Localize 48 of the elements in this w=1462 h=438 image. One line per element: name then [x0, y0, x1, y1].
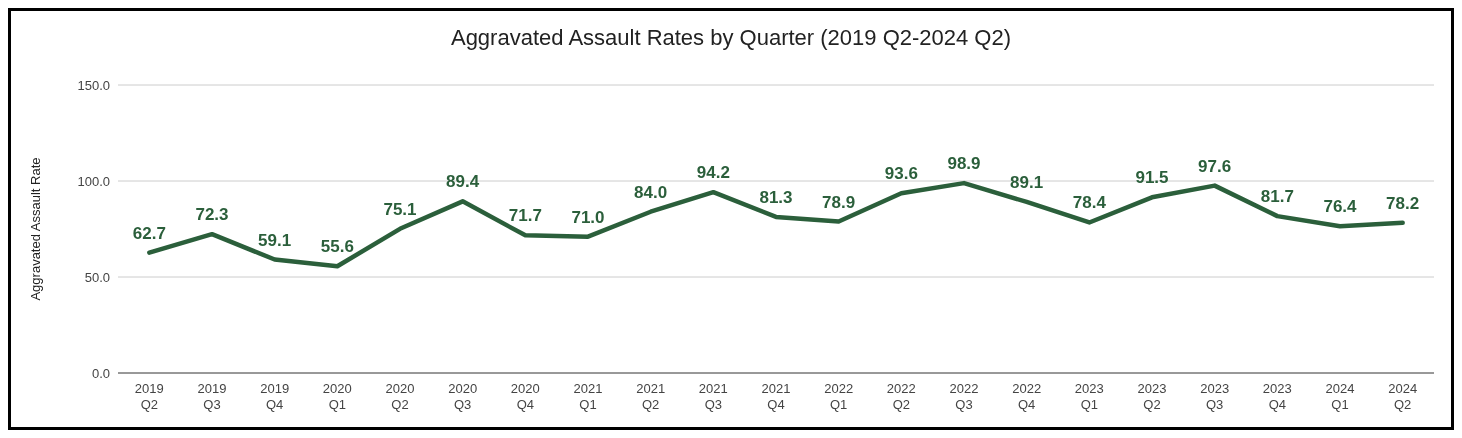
- data-label: 59.1: [258, 230, 292, 250]
- data-label: 81.7: [1260, 187, 1294, 207]
- x-tick-label: 2023 Q3: [1200, 381, 1230, 412]
- y-axis-title: Aggravated Assault Rate: [28, 157, 43, 301]
- x-tick-label: 2021 Q2: [636, 381, 666, 412]
- data-label: 81.3: [759, 187, 793, 207]
- data-label: 93.6: [884, 164, 918, 184]
- data-label: 98.9: [947, 154, 981, 174]
- x-tick-label: 2021 Q3: [698, 381, 728, 412]
- x-tick-label: 2020 Q2: [385, 381, 415, 412]
- data-label: 91.5: [1135, 168, 1169, 188]
- x-tick-label: 2023 Q1: [1074, 381, 1104, 412]
- y-tick-label: 0.0: [91, 366, 110, 381]
- x-tick-label: 2021 Q1: [573, 381, 603, 412]
- data-label: 75.1: [383, 199, 417, 219]
- data-label: 71.7: [508, 206, 542, 226]
- x-tick-label: 2022 Q2: [886, 381, 916, 412]
- x-tick-label: 2020 Q1: [322, 381, 352, 412]
- data-label: 62.7: [132, 223, 166, 243]
- data-label: 89.4: [446, 172, 480, 192]
- x-tick-label: 2022 Q3: [949, 381, 979, 412]
- data-label: 94.2: [696, 163, 730, 183]
- x-tick-label: 2019 Q3: [197, 381, 227, 412]
- chart-title: Aggravated Assault Rates by Quarter (2019 Q2-2024 Q2): [450, 25, 1012, 50]
- y-tick-label: 50.0: [84, 270, 110, 285]
- x-tick-label: 2020 Q3: [448, 381, 478, 412]
- data-label: 78.2: [1386, 193, 1420, 213]
- data-label: 97.6: [1198, 156, 1232, 176]
- y-tick-label: 100.0: [77, 174, 110, 189]
- data-label: 78.4: [1072, 193, 1107, 213]
- x-tick-label: 2022 Q4: [1012, 381, 1042, 412]
- x-tick-label: 2024 Q2: [1388, 381, 1418, 412]
- x-tick-label: 2024 Q1: [1325, 381, 1355, 412]
- x-tick-label: 2019 Q4: [260, 381, 290, 412]
- x-tick-label: 2021 Q4: [761, 381, 791, 412]
- x-tick-label: 2023 Q2: [1137, 381, 1167, 412]
- data-label: 78.9: [822, 192, 856, 212]
- x-tick-label: 2019 Q2: [134, 381, 164, 412]
- data-label: 71.0: [571, 207, 605, 227]
- x-tick-label: 2020 Q4: [510, 381, 540, 412]
- data-label: 72.3: [195, 205, 229, 225]
- data-label: 55.6: [320, 237, 354, 257]
- data-label: 76.4: [1323, 197, 1358, 217]
- y-tick-label: 150.0: [77, 78, 110, 93]
- x-tick-label: 2022 Q1: [824, 381, 854, 412]
- x-tick-label: 2023 Q4: [1262, 381, 1292, 412]
- data-label: 84.0: [634, 182, 668, 202]
- data-label: 89.1: [1010, 172, 1044, 192]
